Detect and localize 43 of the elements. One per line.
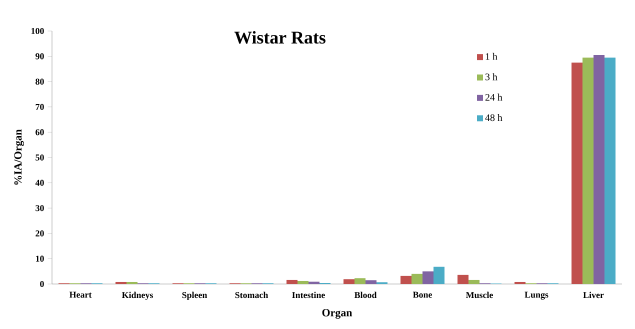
y-tick-label: 30 [36, 205, 44, 212]
y-tick-label: 100 [32, 28, 44, 34]
y-tick-label: 50 [36, 154, 44, 161]
legend-label: 3 h [485, 73, 498, 80]
bar [286, 280, 298, 284]
x-tick-label: Muscle [466, 292, 493, 298]
bar [594, 55, 605, 284]
bar [604, 58, 616, 284]
x-tick-label: Spleen [182, 292, 208, 300]
bar [434, 266, 445, 284]
bar [412, 274, 423, 284]
bar [582, 58, 594, 284]
y-tick-label: 80 [36, 78, 44, 85]
legend-label: 1 h [486, 52, 498, 60]
y-tick-label: 90 [36, 53, 44, 60]
bar [354, 278, 366, 284]
y-tick-label: 60 [36, 129, 44, 136]
y-tick-label: 0 [40, 280, 44, 288]
bar [422, 271, 434, 284]
y-tick-label: 10 [36, 256, 44, 262]
y-tick-label: 40 [35, 180, 44, 186]
bar [298, 280, 309, 284]
x-tick-label: Blood [354, 292, 377, 298]
bar [366, 280, 377, 284]
legend-label: 48 h [485, 114, 502, 122]
x-axis-title: Organ [322, 309, 352, 319]
bar [400, 276, 412, 284]
bar [344, 279, 355, 284]
x-tick-label: Lungs [524, 292, 548, 300]
bar [458, 274, 469, 284]
x-tick-label: Kidneys [122, 292, 153, 300]
x-tick-label: Intestine [292, 292, 325, 298]
y-axis-title: %IA/Organ [14, 129, 24, 185]
chart-title: Wistar Rats [234, 31, 326, 44]
x-tick-label: Heart [69, 292, 92, 298]
y-tick-label: 20 [36, 230, 44, 236]
x-tick-label: Liver [583, 292, 604, 298]
bar [468, 280, 480, 284]
x-tick-label: Stomach [235, 292, 268, 298]
legend-label: 24 h [485, 94, 502, 101]
y-tick-label: 70 [36, 104, 44, 110]
bar [572, 62, 583, 284]
x-tick-label: Bone [412, 292, 432, 298]
